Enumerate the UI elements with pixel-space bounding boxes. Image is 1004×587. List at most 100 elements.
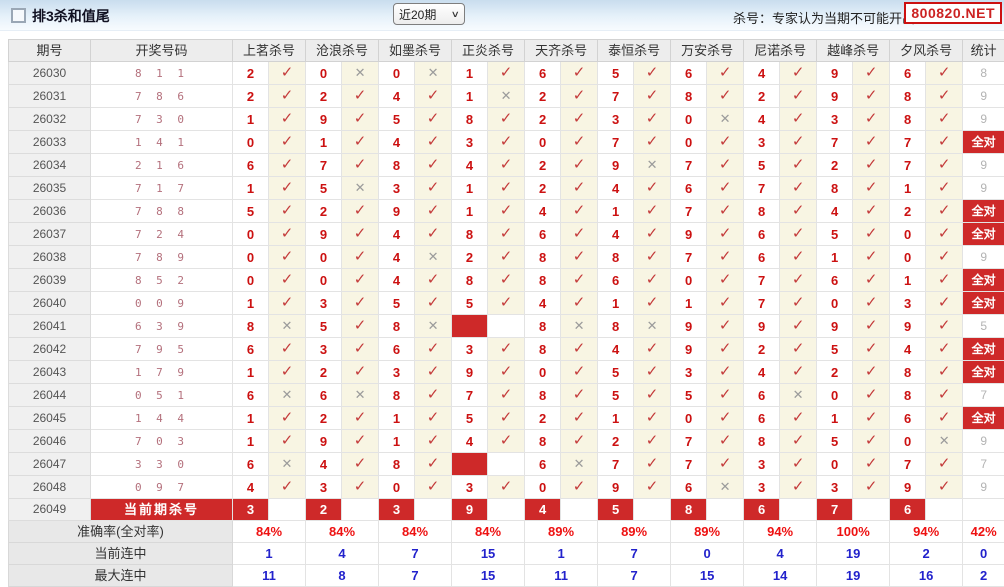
column-header: 统计 [963,40,1004,62]
kill-number-cell: 8 [525,315,561,338]
kill-number-cell: 7 [817,131,853,154]
mark-cell: ✓ [415,407,452,430]
period-cell: 26037 [9,223,91,246]
range-select[interactable]: 近20期 ∨ [393,3,465,25]
blocked-cell [452,315,488,338]
mark-cell: ✓ [926,154,963,177]
check-icon: ✓ [792,179,805,196]
stat-cell: 9 [963,177,1004,200]
check-icon: ✓ [719,202,732,219]
mark-cell: ✓ [342,154,379,177]
draw-numbers-cell: 7 3 0 [91,108,233,131]
blocked-cell [452,453,488,476]
all-correct-badge: 全对 [963,131,1004,154]
site-badge[interactable]: 800820.NET [904,2,1002,24]
kill-number-cell: 0 [525,361,561,384]
mark-cell: ✓ [707,407,744,430]
header-row: 期号开奖号码上茗杀号沧浪杀号如墨杀号正炎杀号天齐杀号泰恒杀号万安杀号尼诺杀号越峰… [9,40,1004,62]
check-icon: ✓ [354,432,367,449]
check-icon: ✓ [500,202,513,219]
column-header: 上茗杀号 [233,40,306,62]
mark-cell: ✓ [488,292,525,315]
mark-cell: ✓ [707,177,744,200]
cross-icon: ✕ [355,180,366,195]
kill-number-cell: 6 [233,154,269,177]
mark-cell: ✓ [488,476,525,499]
mark-cell: ✓ [561,108,598,131]
check-icon: ✓ [573,386,586,403]
kill-number-cell: 3 [744,476,780,499]
mark-cell: ✓ [561,200,598,223]
kill-number-cell: 9 [671,315,707,338]
stat-cell: 5 [963,315,1004,338]
kill-number-cell: 2 [525,407,561,430]
kill-number-cell: 8 [379,154,415,177]
kill-number-cell: 6 [525,62,561,85]
cross-icon: ✕ [939,433,950,448]
kill-number-cell: 0 [306,62,342,85]
summary-value: 1 [233,543,306,565]
check-icon: ✓ [427,156,440,173]
mark-cell: ✓ [707,338,744,361]
check-icon: ✓ [500,294,513,311]
mark-cell: ✓ [561,85,598,108]
kill-number-cell: 8 [525,269,561,292]
check-icon: ✓ [427,179,440,196]
kill-number-cell: 6 [525,453,561,476]
period-cell: 26030 [9,62,91,85]
cross-icon: ✕ [428,249,439,264]
current-kill-cell: 8 [671,499,707,521]
kill-number-cell: 2 [817,361,853,384]
mark-cell: ✓ [634,62,671,85]
kill-number-cell: 9 [452,361,488,384]
summary-value: 19 [817,565,890,587]
kill-number-cell: 4 [598,338,634,361]
mark-cell: ✓ [269,131,306,154]
check-icon: ✓ [281,271,294,288]
check-icon: ✓ [427,87,440,104]
period-cell: 26031 [9,85,91,108]
kill-number-cell: 7 [744,292,780,315]
check-icon: ✓ [938,156,951,173]
collapse-checkbox[interactable] [11,8,26,23]
mark-cell: ✓ [780,108,817,131]
summary-value: 11 [525,565,598,587]
column-header: 如墨杀号 [379,40,452,62]
kill-number-cell: 5 [233,200,269,223]
kill-number-cell: 4 [452,430,488,453]
mark-cell: ✓ [342,453,379,476]
check-icon: ✓ [354,317,367,334]
kill-number-cell: 3 [598,108,634,131]
kill-number-cell: 4 [379,269,415,292]
summary-value: 94% [744,521,817,543]
kill-number-cell: 9 [306,223,342,246]
mark-cell: ✓ [853,131,890,154]
period-cell: 26041 [9,315,91,338]
kill-number-cell: 0 [817,453,853,476]
check-icon: ✓ [281,110,294,127]
mark-cell: ✓ [634,200,671,223]
cross-icon: ✕ [793,387,804,402]
mark-cell: ✓ [561,407,598,430]
kill-number-cell: 8 [890,85,926,108]
mark-cell: ✓ [926,315,963,338]
kill-number-cell: 7 [671,200,707,223]
check-icon: ✓ [792,64,805,81]
mark-cell: ✓ [561,131,598,154]
kill-number-cell: 1 [233,361,269,384]
kill-number-cell: 8 [598,315,634,338]
summary-value: 89% [525,521,598,543]
kill-number-cell: 2 [306,85,342,108]
summary-stat: 42% [963,521,1004,543]
check-icon: ✓ [865,409,878,426]
kill-number-cell: 0 [379,476,415,499]
kill-number-cell: 1 [890,177,926,200]
kill-number-cell: 9 [598,476,634,499]
check-icon: ✓ [865,478,878,495]
check-icon: ✓ [646,478,659,495]
column-header: 开奖号码 [91,40,233,62]
mark-cell: ✓ [415,108,452,131]
kill-number-cell: 3 [379,177,415,200]
